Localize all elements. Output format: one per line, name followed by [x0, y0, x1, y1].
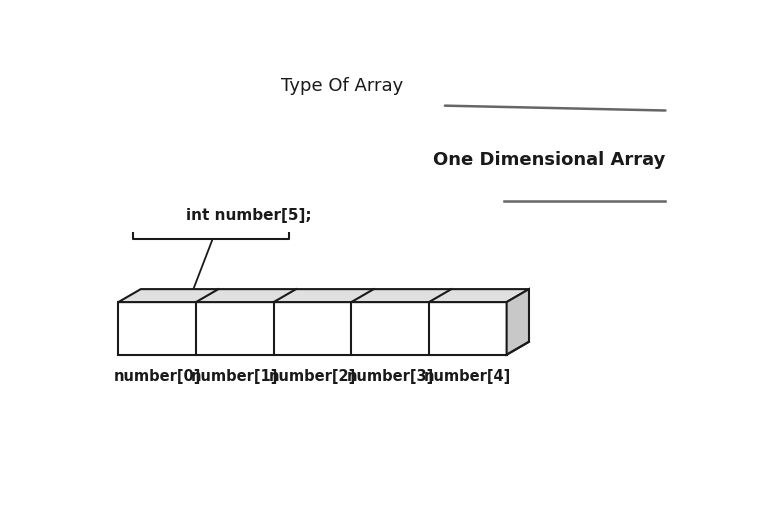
Text: number[1]: number[1]: [191, 369, 279, 384]
Text: Type Of Array: Type Of Array: [281, 77, 403, 95]
Polygon shape: [118, 289, 529, 302]
Text: number[2]: number[2]: [269, 369, 356, 384]
Text: number[0]: number[0]: [114, 369, 201, 384]
Text: number[4]: number[4]: [424, 369, 512, 384]
Text: number[3]: number[3]: [347, 369, 434, 384]
Text: One Dimensional Array: One Dimensional Array: [433, 151, 666, 169]
Polygon shape: [507, 289, 529, 355]
Text: int number[5];: int number[5];: [186, 208, 312, 223]
Bar: [118, 302, 507, 355]
